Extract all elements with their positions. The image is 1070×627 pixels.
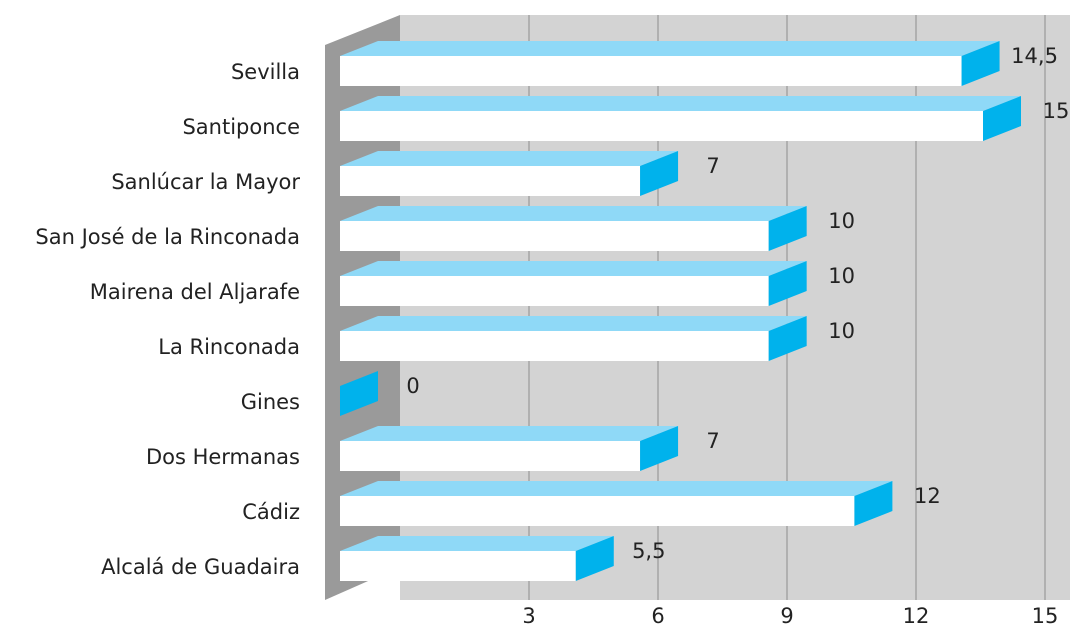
y-tick-label: Alcalá de Guadaira: [101, 555, 300, 579]
value-label: 12: [914, 484, 941, 508]
bar-side: [340, 371, 378, 416]
bar-top: [340, 41, 1000, 56]
bar: [340, 536, 614, 581]
bar-front: [340, 331, 769, 361]
bar-side: [768, 261, 807, 306]
bar-side: [983, 96, 1021, 141]
bar: [340, 206, 807, 251]
y-tick-label: Sevilla: [231, 60, 300, 84]
bar: [340, 41, 1000, 86]
bar-top: [340, 206, 807, 221]
bar-front: [340, 111, 983, 141]
bar-front: [340, 551, 576, 581]
y-tick-label: Mairena del Aljarafe: [90, 280, 300, 304]
bar-top: [340, 261, 807, 276]
bar: [340, 481, 893, 526]
bar-side: [575, 536, 614, 581]
y-tick-label: Santiponce: [182, 115, 300, 139]
value-label: 10: [828, 209, 855, 233]
value-label: 14,5: [1011, 44, 1058, 68]
x-tick-label: 15: [1032, 604, 1059, 627]
value-label: 7: [706, 429, 719, 453]
x-tick-label: 6: [651, 604, 664, 627]
bar: [340, 261, 807, 306]
bar: [340, 371, 378, 416]
value-label: 0: [406, 374, 419, 398]
bar-front: [340, 166, 641, 196]
y-tick-label: Dos Hermanas: [146, 445, 300, 469]
bar-side: [768, 206, 807, 251]
bar-top: [340, 536, 614, 551]
bar-front: [340, 496, 855, 526]
bar-top: [340, 151, 679, 166]
value-label: 7: [706, 154, 719, 178]
bar-front: [340, 221, 769, 251]
y-tick-label: Cádiz: [242, 500, 300, 524]
bar: [340, 316, 807, 361]
bar: [340, 96, 1021, 141]
value-label: 10: [828, 264, 855, 288]
value-label: 10: [828, 319, 855, 343]
bar-top: [340, 426, 679, 441]
y-tick-label: Gines: [241, 390, 300, 414]
bar: [340, 151, 679, 196]
bar-side: [961, 41, 1000, 86]
y-tick-label: San José de la Rinconada: [35, 225, 300, 249]
x-tick-label: 12: [903, 604, 930, 627]
bar-front: [340, 441, 641, 471]
bar-side: [854, 481, 893, 526]
value-label: 5,5: [632, 539, 665, 563]
bar-side: [640, 426, 679, 471]
bar-top: [340, 481, 893, 496]
bar-side: [640, 151, 679, 196]
bar-front: [340, 276, 769, 306]
x-tick-label: 9: [780, 604, 793, 627]
bar-top: [340, 96, 1021, 111]
y-tick-label: Sanlúcar la Mayor: [111, 170, 300, 194]
bar: [340, 426, 679, 471]
bar-front: [340, 56, 962, 86]
value-label: 15: [1043, 99, 1070, 123]
bar-side: [768, 316, 807, 361]
y-tick-label: La Rinconada: [158, 335, 300, 359]
bar-top: [340, 316, 807, 331]
x-tick-label: 3: [522, 604, 535, 627]
